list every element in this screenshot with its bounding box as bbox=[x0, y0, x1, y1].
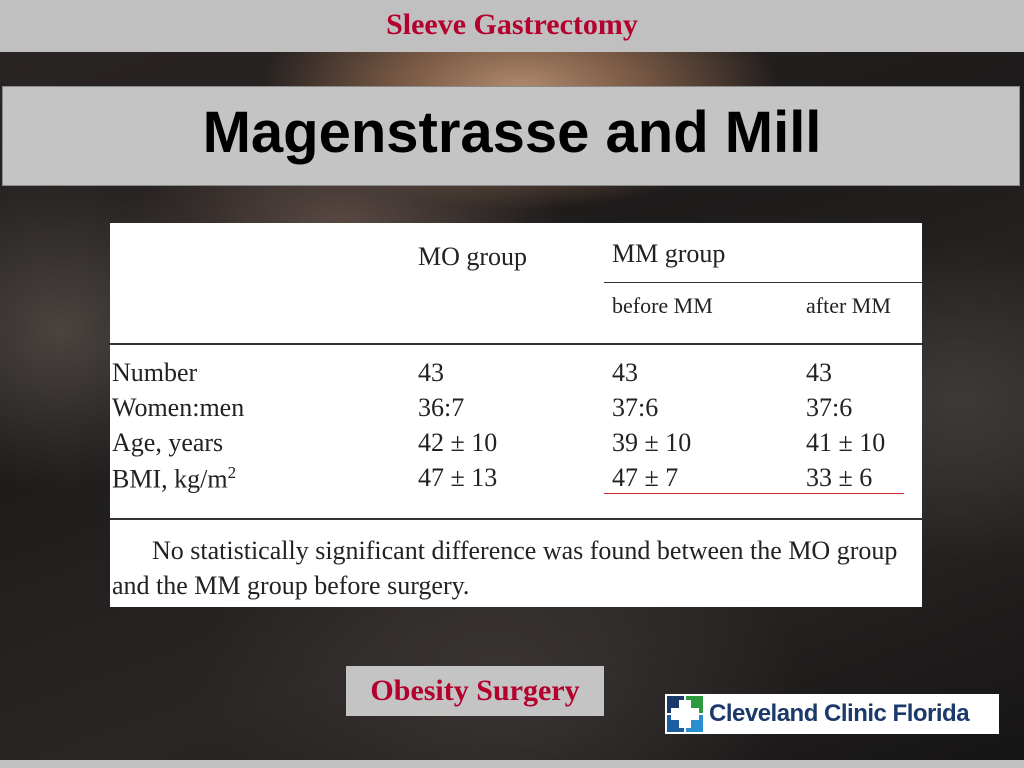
table-note: No statistically significant difference … bbox=[112, 536, 898, 600]
cell-mo: 43 bbox=[418, 358, 444, 387]
header-before-mm: before MM bbox=[612, 293, 713, 318]
header-after-mm: after MM bbox=[806, 293, 891, 318]
journal-label: Obesity Surgery bbox=[370, 674, 580, 707]
table-row: Women:men 36:7 37:6 37:6 bbox=[110, 393, 922, 428]
cell-before: 39 ± 10 bbox=[612, 428, 692, 457]
cell-after: 37:6 bbox=[806, 393, 853, 422]
cell-before: 37:6 bbox=[612, 393, 659, 422]
cleveland-clinic-logo: Cleveland Clinic Florida bbox=[665, 694, 999, 734]
cell-after: 41 ± 10 bbox=[806, 428, 886, 457]
footer-rule bbox=[110, 518, 922, 520]
header-mo-group: MO group bbox=[418, 242, 528, 271]
row-label: Age, years bbox=[112, 428, 224, 457]
journal-box: Obesity Surgery bbox=[346, 666, 604, 716]
data-table: MO group MM group before MM after MM Num… bbox=[110, 223, 922, 607]
cell-mo: 42 ± 10 bbox=[418, 428, 498, 457]
row-label-superscript: 2 bbox=[227, 463, 237, 482]
cell-before: 43 bbox=[612, 358, 638, 387]
cell-mo: 36:7 bbox=[418, 393, 465, 422]
header-mm-group: MM group bbox=[612, 239, 726, 268]
cell-mo: 47 ± 13 bbox=[418, 463, 498, 492]
cross-logo-icon bbox=[667, 696, 703, 732]
logo-text: Cleveland Clinic Florida bbox=[709, 700, 970, 727]
header-rule bbox=[110, 343, 922, 345]
title-box: Magenstrasse and Mill bbox=[2, 86, 1020, 186]
table-row: Age, years 42 ± 10 39 ± 10 41 ± 10 bbox=[110, 428, 922, 463]
header-band: Sleeve Gastrectomy bbox=[0, 0, 1024, 52]
header-mm-rule bbox=[604, 282, 922, 283]
footer-band bbox=[0, 760, 1024, 768]
cell-after: 33 ± 6 bbox=[806, 463, 873, 492]
row-label: Number bbox=[112, 358, 198, 387]
table-row: BMI, kg/m2 47 ± 13 47 ± 7 33 ± 6 bbox=[110, 463, 922, 498]
bmi-underline bbox=[604, 493, 904, 494]
row-label-text: BMI, kg/m bbox=[112, 464, 228, 494]
row-label: Women:men bbox=[112, 393, 245, 422]
table-row: Number 43 43 43 bbox=[110, 358, 922, 393]
cell-after: 43 bbox=[806, 358, 832, 387]
slide-subtitle: Sleeve Gastrectomy bbox=[386, 8, 638, 41]
slide-title: Magenstrasse and Mill bbox=[202, 100, 822, 165]
row-label: BMI, kg/m2 bbox=[112, 463, 236, 495]
cell-before: 47 ± 7 bbox=[612, 463, 679, 492]
